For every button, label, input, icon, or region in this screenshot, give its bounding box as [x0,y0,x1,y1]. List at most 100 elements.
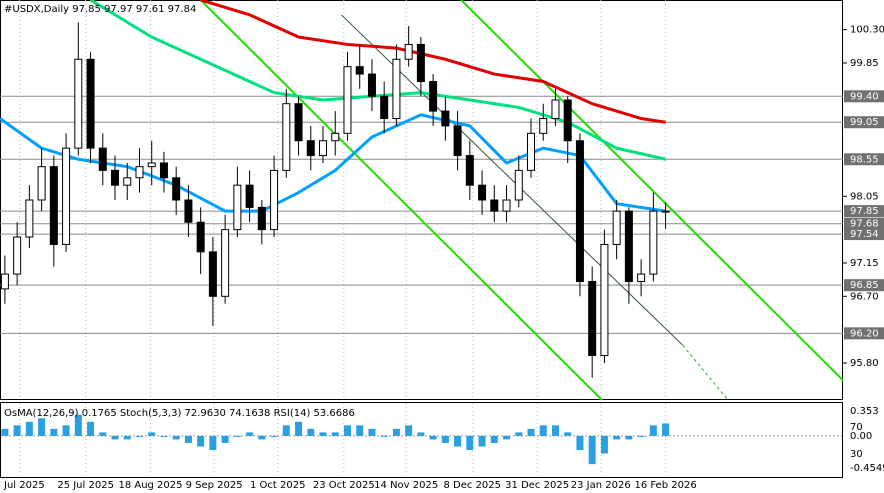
candle-body [490,199,499,212]
osma-bar [429,435,437,440]
candle-body [111,169,120,186]
candle-body [319,140,328,157]
osma-bar [380,435,388,437]
level-label: 97.68 [850,219,879,230]
candle-body [147,162,156,168]
x-tick-label: 23 Jan 2026 [571,480,631,491]
candle-body [380,95,389,120]
candle-body [196,221,205,253]
trend-line [460,0,843,382]
candle-body [551,99,560,120]
candle-body [123,177,132,186]
candle-body [233,184,242,231]
osma-bar [160,435,168,437]
level-label: 99.40 [850,91,879,102]
osma-bar [282,425,290,436]
level-box [844,90,884,103]
candle-body [453,125,462,157]
level-box [844,279,884,292]
candle-body [575,140,584,282]
osma-bar [625,435,633,440]
osma-bar [356,425,364,436]
x-tick-label: 31 Dec 2025 [505,480,569,491]
osma-bar [441,435,449,443]
candle-body [74,58,83,149]
level-box [844,116,884,129]
level-label: 99.05 [850,117,879,128]
x-tick-label: 23 Oct 2025 [313,480,375,491]
y-tick-label: 99.85 [850,58,879,69]
candle-body [478,184,487,201]
candle-body [563,99,572,142]
osma-bar [1,428,9,436]
x-tick-label: 8 Dec 2025 [444,480,502,491]
y-tick-label: 97.15 [850,258,879,269]
candle-body [245,184,254,208]
osma-bar [246,432,254,436]
chart-title: #USDX,Daily 97.85 97.97 97.61 97.84 [4,4,196,15]
y-tick-label: 100.30 [850,25,884,36]
osma-bar [123,435,131,440]
osma-bar [662,423,670,436]
level-label: 97.54 [850,229,879,240]
y-tick-label: 96.70 [850,291,879,302]
osma-bar [99,432,107,436]
candle-body [637,273,646,282]
osma-bar [478,435,486,447]
x-tick-label: 25 Jul 2025 [57,480,114,491]
candle-body [441,110,450,127]
osma-bar [343,425,351,436]
osma-bar [38,418,46,436]
candle-body [367,73,376,97]
candle-body [25,199,34,238]
level-label: 97.85 [850,206,879,217]
indicator-frame [0,402,843,478]
level-label: 96.85 [850,280,879,291]
candle-body [86,58,95,149]
candle-body [0,273,9,290]
candle-body [62,147,71,245]
candle-body [282,103,291,171]
candle-body [392,58,401,120]
indicator-axis-label: 0.00 [850,431,872,442]
level-box [844,153,884,166]
candle-body [527,132,536,171]
x-tick-label: 9 Sep 2025 [186,480,243,491]
indicator-axis-label: 0.353 [850,406,879,417]
candle-body [172,177,181,201]
candle-body [624,210,633,282]
candle-body [465,155,474,186]
osma-bar [172,435,180,440]
osma-bar [527,428,535,436]
candle-body [588,280,597,357]
candle-body [502,199,511,212]
indicator-axis-label: -0.4549 [850,463,884,474]
osma-bar [588,435,596,465]
x-tick-label: 3 Jul 2025 [0,480,45,491]
level-box [844,205,884,218]
candle-body [13,236,22,275]
osma-bar [576,435,584,451]
candle-body [355,66,364,75]
candle-body [208,251,217,297]
osma-bar [295,421,303,436]
candle-body [331,132,340,142]
osma-bar [368,428,376,436]
x-tick-label: 16 Feb 2026 [634,480,696,491]
osma-bar [87,421,95,436]
osma-bar [649,425,657,436]
candle-body [184,199,193,223]
osma-bar [454,435,462,447]
x-tick-label: 14 Nov 2025 [374,480,438,491]
candle-body [37,166,46,201]
trend-line [199,0,603,400]
osma-bar [490,435,498,443]
level-box [844,228,884,241]
osma-bar [13,425,21,436]
indicator-axis-label: 30 [850,449,863,460]
osma-bar [466,435,474,451]
osma-bar [392,428,400,436]
osma-bar [258,435,266,440]
candle-body [270,169,279,231]
